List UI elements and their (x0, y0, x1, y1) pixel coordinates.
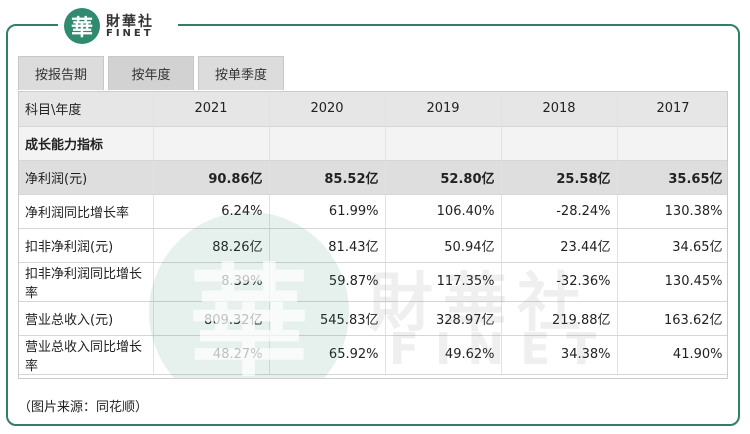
cell-value: 163.62亿 (617, 301, 727, 336)
cell-value: 809.32亿 (153, 301, 270, 336)
cell-value: 85.52亿 (269, 160, 386, 195)
section-row: 成长能力指标 (19, 126, 727, 161)
header-year: 2017 (617, 92, 727, 127)
table-row[interactable]: 扣非净利润同比增长率 8.39% 59.87% 117.35% -32.36% … (19, 262, 727, 302)
period-tabs: 按报告期 按年度 按单季度 (18, 56, 284, 90)
cell-value: 545.83亿 (269, 301, 386, 336)
header-subject: 科目\年度 (19, 92, 154, 127)
cell-value: 90.86亿 (153, 160, 270, 195)
cell-value: 328.97亿 (385, 301, 502, 336)
tab-by-quarter[interactable]: 按单季度 (198, 56, 284, 90)
cell-value: 130.45% (617, 262, 727, 302)
content-frame (6, 24, 740, 426)
cell-value: 8.39% (153, 262, 270, 302)
logo-text-en: FINET (106, 28, 154, 39)
cell-value: 117.35% (385, 262, 502, 302)
image-source-caption: （图片来源：同花顺） (18, 400, 149, 415)
cell-value: 41.90% (617, 335, 727, 375)
finet-logo-icon: 華 (64, 8, 100, 44)
cell-value: 52.80亿 (385, 160, 502, 195)
tab-by-year[interactable]: 按年度 (108, 56, 194, 90)
row-label: 净利润同比增长率 (19, 194, 154, 229)
logo-text-cn: 財華社 (106, 14, 154, 30)
cell-value: 65.92% (269, 335, 386, 375)
financial-table: 科目\年度 2021 2020 2019 2018 2017 成长能力指标 净利… (19, 92, 727, 375)
cell-value: -28.24% (501, 194, 618, 229)
cell-value: 219.88亿 (501, 301, 618, 336)
tab-by-report-period[interactable]: 按报告期 (18, 56, 104, 90)
table-row[interactable]: 净利润同比增长率 6.24% 61.99% 106.40% -28.24% 13… (19, 194, 727, 229)
cell-value: 59.87% (269, 262, 386, 302)
header-year: 2020 (269, 92, 386, 127)
row-label: 净利润(元) (19, 160, 154, 195)
cell-value: 81.43亿 (269, 228, 386, 263)
cell-value: 61.99% (269, 194, 386, 229)
section-title: 成长能力指标 (19, 126, 154, 161)
table-header-row: 科目\年度 2021 2020 2019 2018 2017 (19, 92, 727, 127)
cell-value: 23.44亿 (501, 228, 618, 263)
table-row[interactable]: 营业总收入(元) 809.32亿 545.83亿 328.97亿 219.88亿… (19, 301, 727, 336)
cell-value: 35.65亿 (617, 160, 727, 195)
header-year: 2018 (501, 92, 618, 127)
cell-value: 6.24% (153, 194, 270, 229)
cell-value: 49.62% (385, 335, 502, 375)
cell-value: 25.58亿 (501, 160, 618, 195)
cell-value: 88.26亿 (153, 228, 270, 263)
row-label: 营业总收入(元) (19, 301, 154, 336)
header-year: 2019 (385, 92, 502, 127)
row-label: 营业总收入同比增长率 (19, 335, 154, 375)
cell-value: 106.40% (385, 194, 502, 229)
cell-value: 48.27% (153, 335, 270, 375)
cell-value: -32.36% (501, 262, 618, 302)
row-label: 扣非净利润同比增长率 (19, 262, 154, 302)
header-year: 2021 (153, 92, 270, 127)
table-row[interactable]: 扣非净利润(元) 88.26亿 81.43亿 50.94亿 23.44亿 34.… (19, 228, 727, 263)
cell-value: 34.38% (501, 335, 618, 375)
cell-value: 130.38% (617, 194, 727, 229)
table-row[interactable]: 净利润(元) 90.86亿 85.52亿 52.80亿 25.58亿 35.65… (19, 160, 727, 195)
cell-value: 34.65亿 (617, 228, 727, 263)
row-label: 扣非净利润(元) (19, 228, 154, 263)
cell-value: 50.94亿 (385, 228, 502, 263)
financial-table-container: 科目\年度 2021 2020 2019 2018 2017 成长能力指标 净利… (18, 91, 728, 379)
table-row[interactable]: 营业总收入同比增长率 48.27% 65.92% 49.62% 34.38% 4… (19, 335, 727, 375)
